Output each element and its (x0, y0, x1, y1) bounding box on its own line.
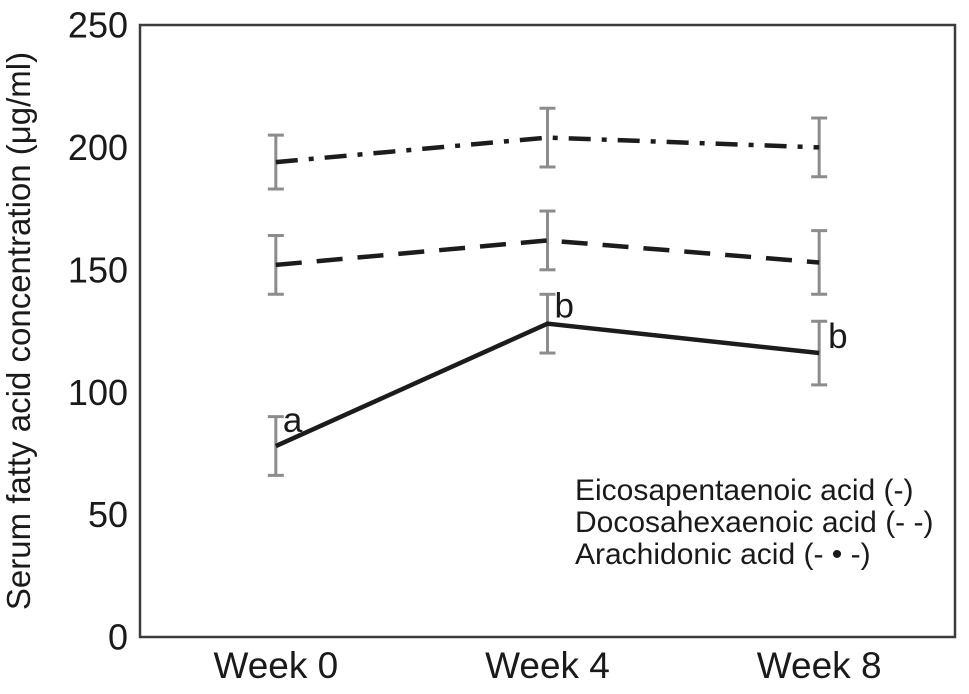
x-tick-label: Week 0 (213, 645, 338, 686)
x-tick-label: Week 4 (485, 645, 610, 686)
y-tick-label: 100 (68, 372, 128, 413)
legend-entry: Eicosapentaenoic acid (-) (575, 474, 914, 507)
y-tick-label: 250 (68, 5, 128, 46)
series-line-dashed (275, 238, 820, 268)
x-tick-label: Week 8 (757, 645, 882, 686)
y-axis-title: Serum fatty acid concentration (μg/ml) (0, 52, 37, 610)
y-tick-label: 0 (108, 617, 128, 658)
y-tick-label: 50 (88, 494, 128, 535)
significance-label: a (283, 401, 303, 440)
legend-entry: Docosahexaenoic acid (- -) (575, 506, 934, 539)
significance-label: b (555, 287, 574, 326)
series-line-solid (274, 321, 820, 449)
legend-entry: Arachidonic acid (- • -) (575, 538, 871, 571)
significance-label: b (828, 317, 847, 356)
series-line-dash-dot (275, 135, 820, 165)
y-tick-label: 200 (68, 127, 128, 168)
plot-border (138, 23, 957, 639)
y-tick-label: 150 (68, 249, 128, 290)
